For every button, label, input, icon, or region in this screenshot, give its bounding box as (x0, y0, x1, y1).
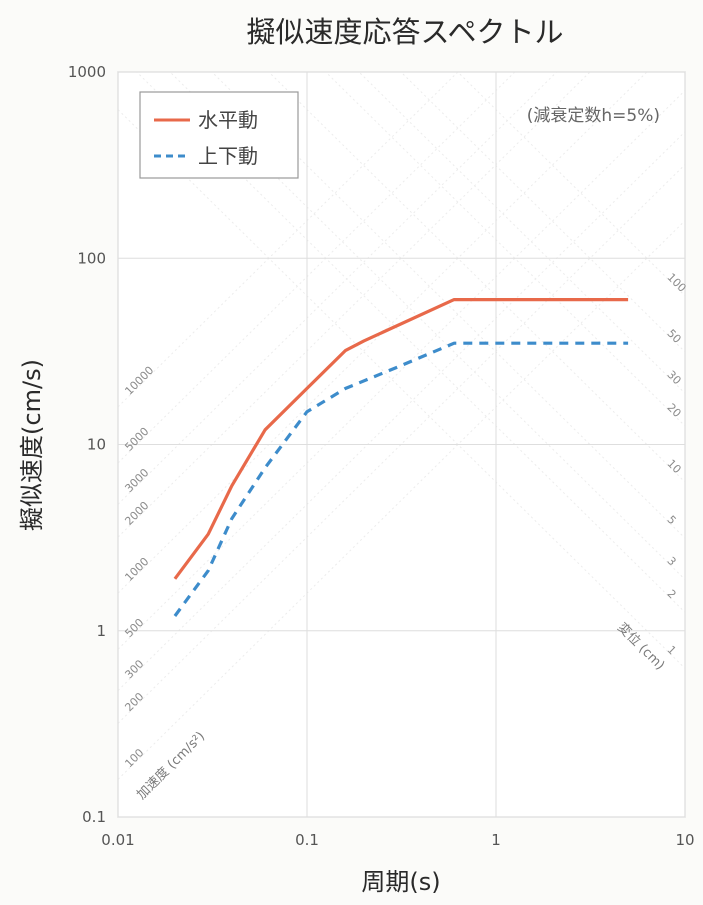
legend-label-vertical: 上下動 (198, 144, 258, 168)
y-tick-label: 100 (77, 249, 106, 267)
y-tick-labels: 0.1 1 10 100 1000 (68, 63, 106, 826)
y-tick-label: 1 (96, 622, 106, 640)
x-tick-label: 0.1 (295, 831, 319, 849)
series-line-vertical (173, 341, 629, 617)
displacement-grid-line (457, 72, 685, 297)
displacement-grid-line (211, 72, 685, 539)
acceleration-grid-line (118, 131, 685, 692)
displacement-grid-line (118, 108, 685, 670)
x-tick-label: 0.01 (101, 831, 134, 849)
acceleration-grid-line (118, 219, 685, 781)
x-tick-label: 1 (491, 831, 501, 849)
displacement-grid-line (268, 72, 685, 483)
displacement-grid-line (358, 72, 685, 394)
legend-label-horizontal: 水平動 (198, 108, 258, 132)
x-tick-labels: 0.01 0.1 1 10 (101, 831, 694, 849)
chart-title: 擬似速度応答スペクトル (247, 15, 564, 49)
grid-lines (117, 71, 686, 818)
displacement-grid-line (325, 72, 685, 427)
x-tick-label: 10 (675, 831, 694, 849)
displacement-grid-line (400, 72, 685, 353)
data-series (173, 298, 629, 617)
x-axis-title: 周期(s) (361, 868, 440, 896)
acceleration-grid-line (118, 89, 685, 650)
acceleration-grid-line (118, 72, 648, 594)
legend-box (139, 91, 299, 179)
series-line-horizontal (173, 298, 629, 580)
y-tick-label: 1000 (68, 63, 106, 81)
legend: 水平動 上下動 (139, 91, 299, 179)
tripartite-grid (118, 72, 685, 781)
displacement-grid-line (136, 72, 685, 613)
acceleration-grid-line (118, 163, 685, 725)
y-tick-label: 10 (87, 436, 106, 454)
displacement-grid-line (169, 72, 685, 581)
damping-annotation: (減衰定数h=5%) (527, 106, 660, 126)
y-tick-label: 0.1 (82, 808, 106, 826)
y-axis-title: 擬似速度(cm/s) (18, 359, 46, 531)
